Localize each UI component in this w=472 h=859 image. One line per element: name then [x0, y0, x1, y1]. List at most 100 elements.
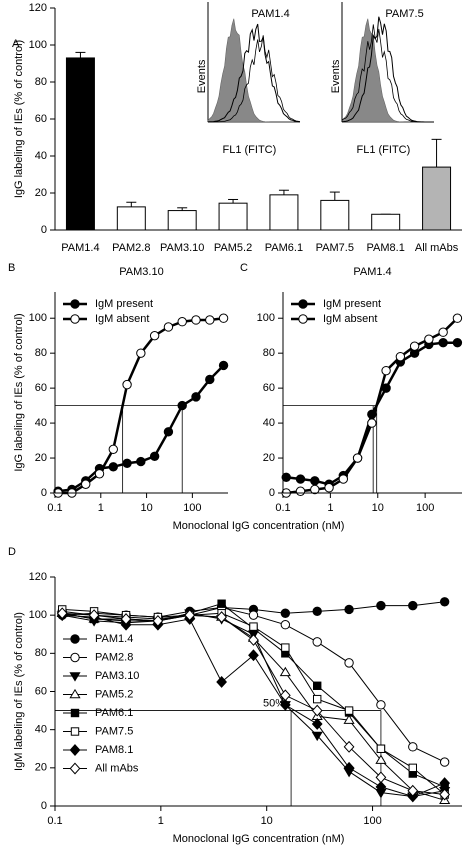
bar — [269, 194, 299, 231]
marker — [281, 472, 291, 482]
marker — [375, 780, 387, 793]
y-tick-label: 40 — [35, 724, 47, 736]
inset-histogram-sample — [341, 24, 434, 123]
y-tick-label: 20 — [263, 452, 275, 464]
legend-label: IgM present — [95, 298, 153, 310]
y-tick-label: 120 — [29, 2, 47, 14]
legend-label: PAM6.1 — [95, 707, 133, 719]
legend-label: PAM5.2 — [95, 688, 133, 700]
inset-ylabel: Events — [196, 59, 208, 93]
inset-histogram-control — [341, 18, 434, 123]
y-tick-label: 20 — [35, 452, 47, 464]
marker — [408, 763, 417, 773]
y-tick-label: 120 — [29, 571, 47, 583]
panel-letter: B — [8, 262, 15, 274]
x-tick-label: PAM7.5 — [316, 242, 354, 254]
marker — [376, 600, 386, 611]
marker — [295, 474, 306, 484]
x-tick-label: 0.1 — [275, 502, 290, 514]
inset-histogram-sample — [208, 35, 301, 123]
marker — [56, 607, 68, 620]
bar — [218, 202, 248, 231]
marker — [149, 330, 160, 341]
x-tick-label: PAM1.4 — [61, 242, 99, 254]
x-tick-label: 1 — [158, 815, 164, 827]
y-tick-label: 60 — [35, 382, 47, 394]
marker — [376, 744, 386, 753]
marker — [81, 479, 91, 489]
marker — [424, 334, 434, 344]
marker — [311, 704, 323, 717]
marker — [439, 597, 450, 607]
marker — [407, 784, 419, 797]
marker — [136, 456, 146, 467]
marker — [248, 610, 259, 620]
y-tick-label: 40 — [263, 417, 275, 429]
y-tick-label: 40 — [35, 150, 47, 162]
x-axis-label: Monoclonal IgG concentration (nM) — [173, 520, 345, 532]
inset-xlabel: FL1 (FITC) — [223, 144, 277, 156]
x-tick-label: 100 — [363, 815, 381, 827]
marker — [343, 740, 355, 753]
inset-histogram-sample — [207, 23, 301, 123]
marker — [311, 731, 323, 742]
marker — [216, 676, 227, 688]
legend-marker — [70, 708, 80, 718]
bar — [116, 206, 146, 231]
marker — [408, 600, 418, 611]
x-axis-label: Monoclonal IgG concentration (nM) — [173, 833, 345, 845]
y-tick-label: 20 — [35, 187, 47, 199]
x-tick-label: 10 — [372, 502, 384, 514]
y-tick-label: 80 — [35, 647, 47, 659]
legend-label: PAM8.1 — [95, 744, 133, 756]
marker — [438, 337, 448, 348]
y-tick-label: 80 — [263, 347, 275, 359]
chart-title: PAM1.4 — [353, 266, 391, 278]
legend-marker — [70, 652, 80, 663]
marker — [280, 620, 291, 630]
marker — [367, 409, 377, 420]
marker — [352, 453, 363, 463]
marker — [281, 643, 290, 652]
marker — [381, 365, 391, 376]
marker — [438, 327, 448, 337]
y-tick-label: 0 — [41, 224, 47, 236]
marker — [279, 698, 291, 711]
marker — [439, 757, 450, 767]
marker — [248, 634, 259, 646]
legend-marker — [69, 762, 81, 775]
marker — [343, 714, 355, 724]
marker — [122, 458, 132, 468]
legend-label: All mAbs — [95, 762, 139, 774]
marker — [122, 379, 132, 390]
bar — [371, 213, 401, 231]
marker — [343, 761, 355, 774]
bar — [422, 166, 452, 231]
marker — [367, 418, 377, 428]
marker — [310, 476, 320, 486]
marker — [439, 777, 451, 790]
marker — [344, 604, 354, 615]
legend-marker — [298, 299, 308, 309]
x-tick-label: PAM2.8 — [112, 242, 150, 254]
marker — [136, 348, 146, 358]
marker — [88, 609, 100, 622]
legend-label: PAM3.10 — [95, 670, 139, 682]
legend-marker — [70, 299, 80, 309]
marker — [108, 462, 118, 472]
marker — [177, 317, 187, 327]
inset-title: PAM1.4 — [251, 8, 289, 20]
marker — [313, 694, 322, 704]
y-axis-label: IgG labeling of IEs (% of control) — [13, 313, 25, 471]
marker — [375, 771, 387, 784]
y-tick-label: 80 — [35, 76, 47, 88]
marker — [191, 315, 201, 325]
marker — [312, 637, 322, 647]
marker — [205, 374, 215, 385]
marker — [408, 742, 418, 752]
marker — [152, 614, 164, 627]
bar — [167, 210, 197, 231]
legend-label: IgM present — [323, 298, 381, 310]
marker — [381, 383, 391, 393]
marker — [338, 474, 349, 484]
